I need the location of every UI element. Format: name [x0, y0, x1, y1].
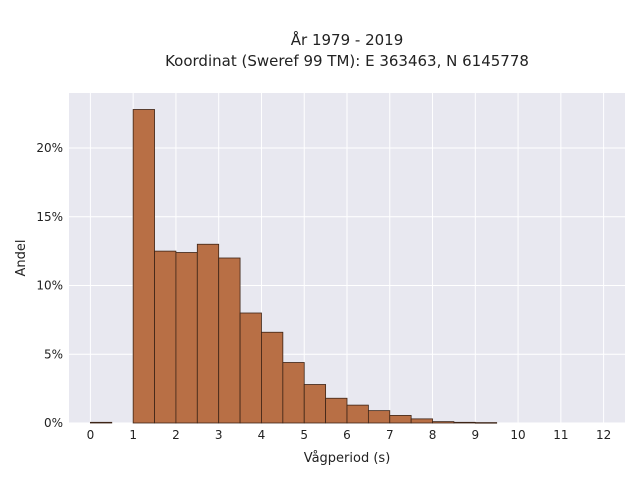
- x-tick-label: 4: [258, 428, 266, 442]
- x-tick-label: 12: [596, 428, 611, 442]
- x-tick-label: 8: [429, 428, 437, 442]
- x-tick-label: 7: [386, 428, 394, 442]
- histogram-bar: [282, 362, 305, 424]
- chart-title-line-1: År 1979 - 2019: [291, 30, 404, 49]
- histogram-bar: [410, 418, 433, 424]
- y-tick-label: 5%: [44, 347, 63, 361]
- chart-title-line-2: Koordinat (Sweref 99 TM): E 363463, N 61…: [165, 52, 529, 70]
- histogram-bar: [453, 421, 476, 424]
- y-tick-label: 0%: [44, 416, 63, 430]
- x-tick-label: 11: [553, 428, 568, 442]
- histogram-bar: [474, 422, 498, 424]
- histogram-bar: [175, 252, 198, 424]
- x-tick-labels: 0 1 2 3 4 5 6 7 8 9 10 11 12: [87, 428, 612, 442]
- histogram-bar: [432, 421, 455, 424]
- y-tick-label: 15%: [36, 210, 63, 224]
- x-tick-label: 3: [215, 428, 223, 442]
- histogram-bar: [261, 331, 284, 424]
- histogram-bar: [154, 250, 177, 424]
- x-tick-label: 2: [172, 428, 180, 442]
- x-tick-label: 0: [87, 428, 95, 442]
- x-tick-label: 1: [129, 428, 137, 442]
- histogram-bar: [239, 312, 262, 424]
- histogram-bar: [218, 257, 241, 424]
- histogram-bar: [196, 243, 220, 424]
- histogram-bar: [325, 397, 348, 424]
- x-tick-label: 9: [471, 428, 479, 442]
- x-tick-label: 6: [343, 428, 351, 442]
- y-axis-label: Andel: [14, 240, 29, 277]
- x-axis-label: Vågperiod (s): [304, 451, 391, 466]
- histogram-bars: [89, 109, 498, 424]
- histogram-bar: [346, 404, 369, 424]
- histogram-bar: [367, 410, 391, 424]
- histogram-bar: [389, 415, 412, 424]
- histogram-bar: [89, 421, 113, 424]
- y-tick-labels: 0% 5% 10% 15% 20%: [36, 141, 63, 430]
- x-tick-label: 10: [510, 428, 525, 442]
- histogram-bar: [303, 384, 327, 424]
- y-tick-label: 10%: [36, 279, 63, 293]
- y-tick-label: 20%: [36, 141, 63, 155]
- x-tick-label: 5: [300, 428, 308, 442]
- histogram-bar: [132, 109, 155, 424]
